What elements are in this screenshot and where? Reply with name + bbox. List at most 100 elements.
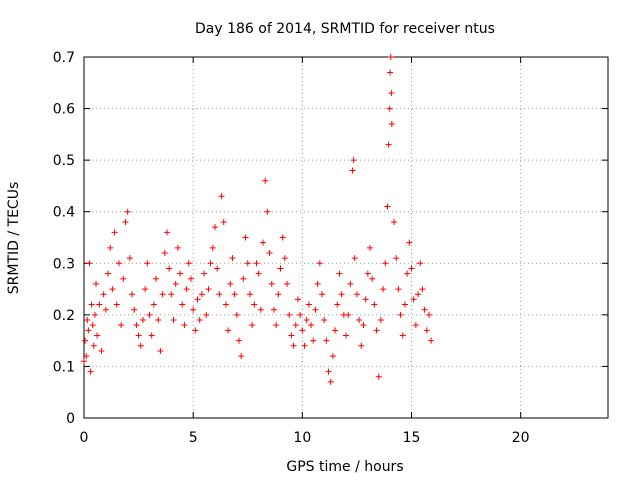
data-point <box>314 280 321 287</box>
data-point <box>266 249 273 256</box>
data-point <box>299 327 306 334</box>
data-point <box>133 322 140 329</box>
plot-frame <box>83 56 609 419</box>
data-point <box>321 317 328 324</box>
data-point <box>102 306 109 313</box>
data-point <box>122 219 129 226</box>
data-point <box>238 353 245 360</box>
data-point <box>305 301 312 308</box>
data-point <box>83 353 90 360</box>
x-tick-label: 20 <box>512 430 530 446</box>
data-point <box>229 255 236 262</box>
data-point <box>343 332 349 339</box>
data-point <box>105 270 112 277</box>
data-point <box>135 332 142 339</box>
data-point <box>270 306 277 313</box>
data-point <box>360 322 367 329</box>
data-point <box>233 311 240 318</box>
data-point <box>338 291 345 298</box>
data-point <box>364 270 371 277</box>
data-point <box>120 275 127 282</box>
data-point <box>129 291 136 298</box>
data-point <box>111 229 118 236</box>
data-point <box>209 244 216 251</box>
data-point <box>428 337 435 344</box>
data-point <box>303 317 310 324</box>
data-point <box>281 255 288 262</box>
data-point <box>410 296 417 303</box>
data-point <box>262 177 269 184</box>
data-point <box>179 301 186 308</box>
data-point <box>203 311 210 318</box>
data-point <box>257 306 264 313</box>
data-point <box>196 317 203 324</box>
data-point <box>170 317 177 324</box>
data-point <box>294 296 301 303</box>
y-tick-label: 0.2 <box>53 308 75 324</box>
x-tick-label: 15 <box>403 430 421 446</box>
data-point <box>349 167 356 174</box>
data-point <box>137 342 144 349</box>
data-point <box>347 280 354 287</box>
data-point <box>316 260 323 267</box>
data-point <box>406 239 413 246</box>
data-point <box>387 54 394 60</box>
data-point <box>408 265 415 272</box>
data-point <box>249 322 256 329</box>
data-point <box>268 280 275 287</box>
data-point <box>292 322 299 329</box>
data-point <box>382 260 389 267</box>
data-point <box>260 239 267 246</box>
y-tick-label: 0.6 <box>53 102 75 118</box>
data-point <box>139 317 146 324</box>
data-point <box>148 332 155 339</box>
data-point <box>388 90 395 97</box>
data-point <box>395 286 402 293</box>
data-point <box>89 322 96 329</box>
x-axis-label: GPS time / hours <box>286 459 403 475</box>
data-point <box>172 280 179 287</box>
data-point <box>84 317 91 324</box>
data-point <box>153 275 160 282</box>
data-point <box>94 332 101 339</box>
data-point <box>150 301 157 308</box>
data-point <box>201 270 208 277</box>
data-point <box>334 301 341 308</box>
y-tick-label: 0.1 <box>53 359 75 375</box>
x-tick-label: 10 <box>293 430 311 446</box>
data-point <box>380 286 387 293</box>
data-point <box>187 275 194 282</box>
x-tick-label: 0 <box>80 430 89 446</box>
data-point <box>222 301 229 308</box>
data-point <box>96 301 103 308</box>
data-point <box>185 260 192 267</box>
data-point <box>417 260 424 267</box>
data-point <box>286 311 293 318</box>
x-tick-label: 5 <box>189 430 198 446</box>
data-point <box>350 157 357 164</box>
y-tick-label: 0.4 <box>53 205 75 221</box>
grid-lines <box>84 57 608 418</box>
data-point <box>236 337 243 344</box>
data-point <box>425 311 432 318</box>
data-point <box>126 255 133 262</box>
data-point <box>146 311 153 318</box>
data-point <box>86 260 93 267</box>
data-point <box>251 301 258 308</box>
data-point <box>124 208 131 215</box>
y-axis-label: SRMTID / TECUs <box>6 182 22 295</box>
data-point <box>91 311 98 318</box>
data-point <box>290 342 297 349</box>
data-point <box>113 301 120 308</box>
data-point <box>85 327 92 334</box>
data-points <box>81 54 435 385</box>
data-point <box>356 317 363 324</box>
data-point <box>90 342 97 349</box>
data-point <box>177 270 184 277</box>
axis-ticks: 0 5 10 15 20 0 0.1 0.2 0.3 0.4 0.5 0.6 0.7 <box>53 50 608 446</box>
data-point <box>377 317 384 324</box>
data-point <box>412 322 419 329</box>
data-point <box>393 255 400 262</box>
data-point <box>312 306 319 313</box>
